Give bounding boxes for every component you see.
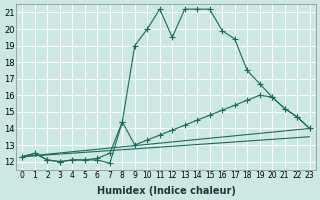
X-axis label: Humidex (Indice chaleur): Humidex (Indice chaleur)	[97, 186, 236, 196]
